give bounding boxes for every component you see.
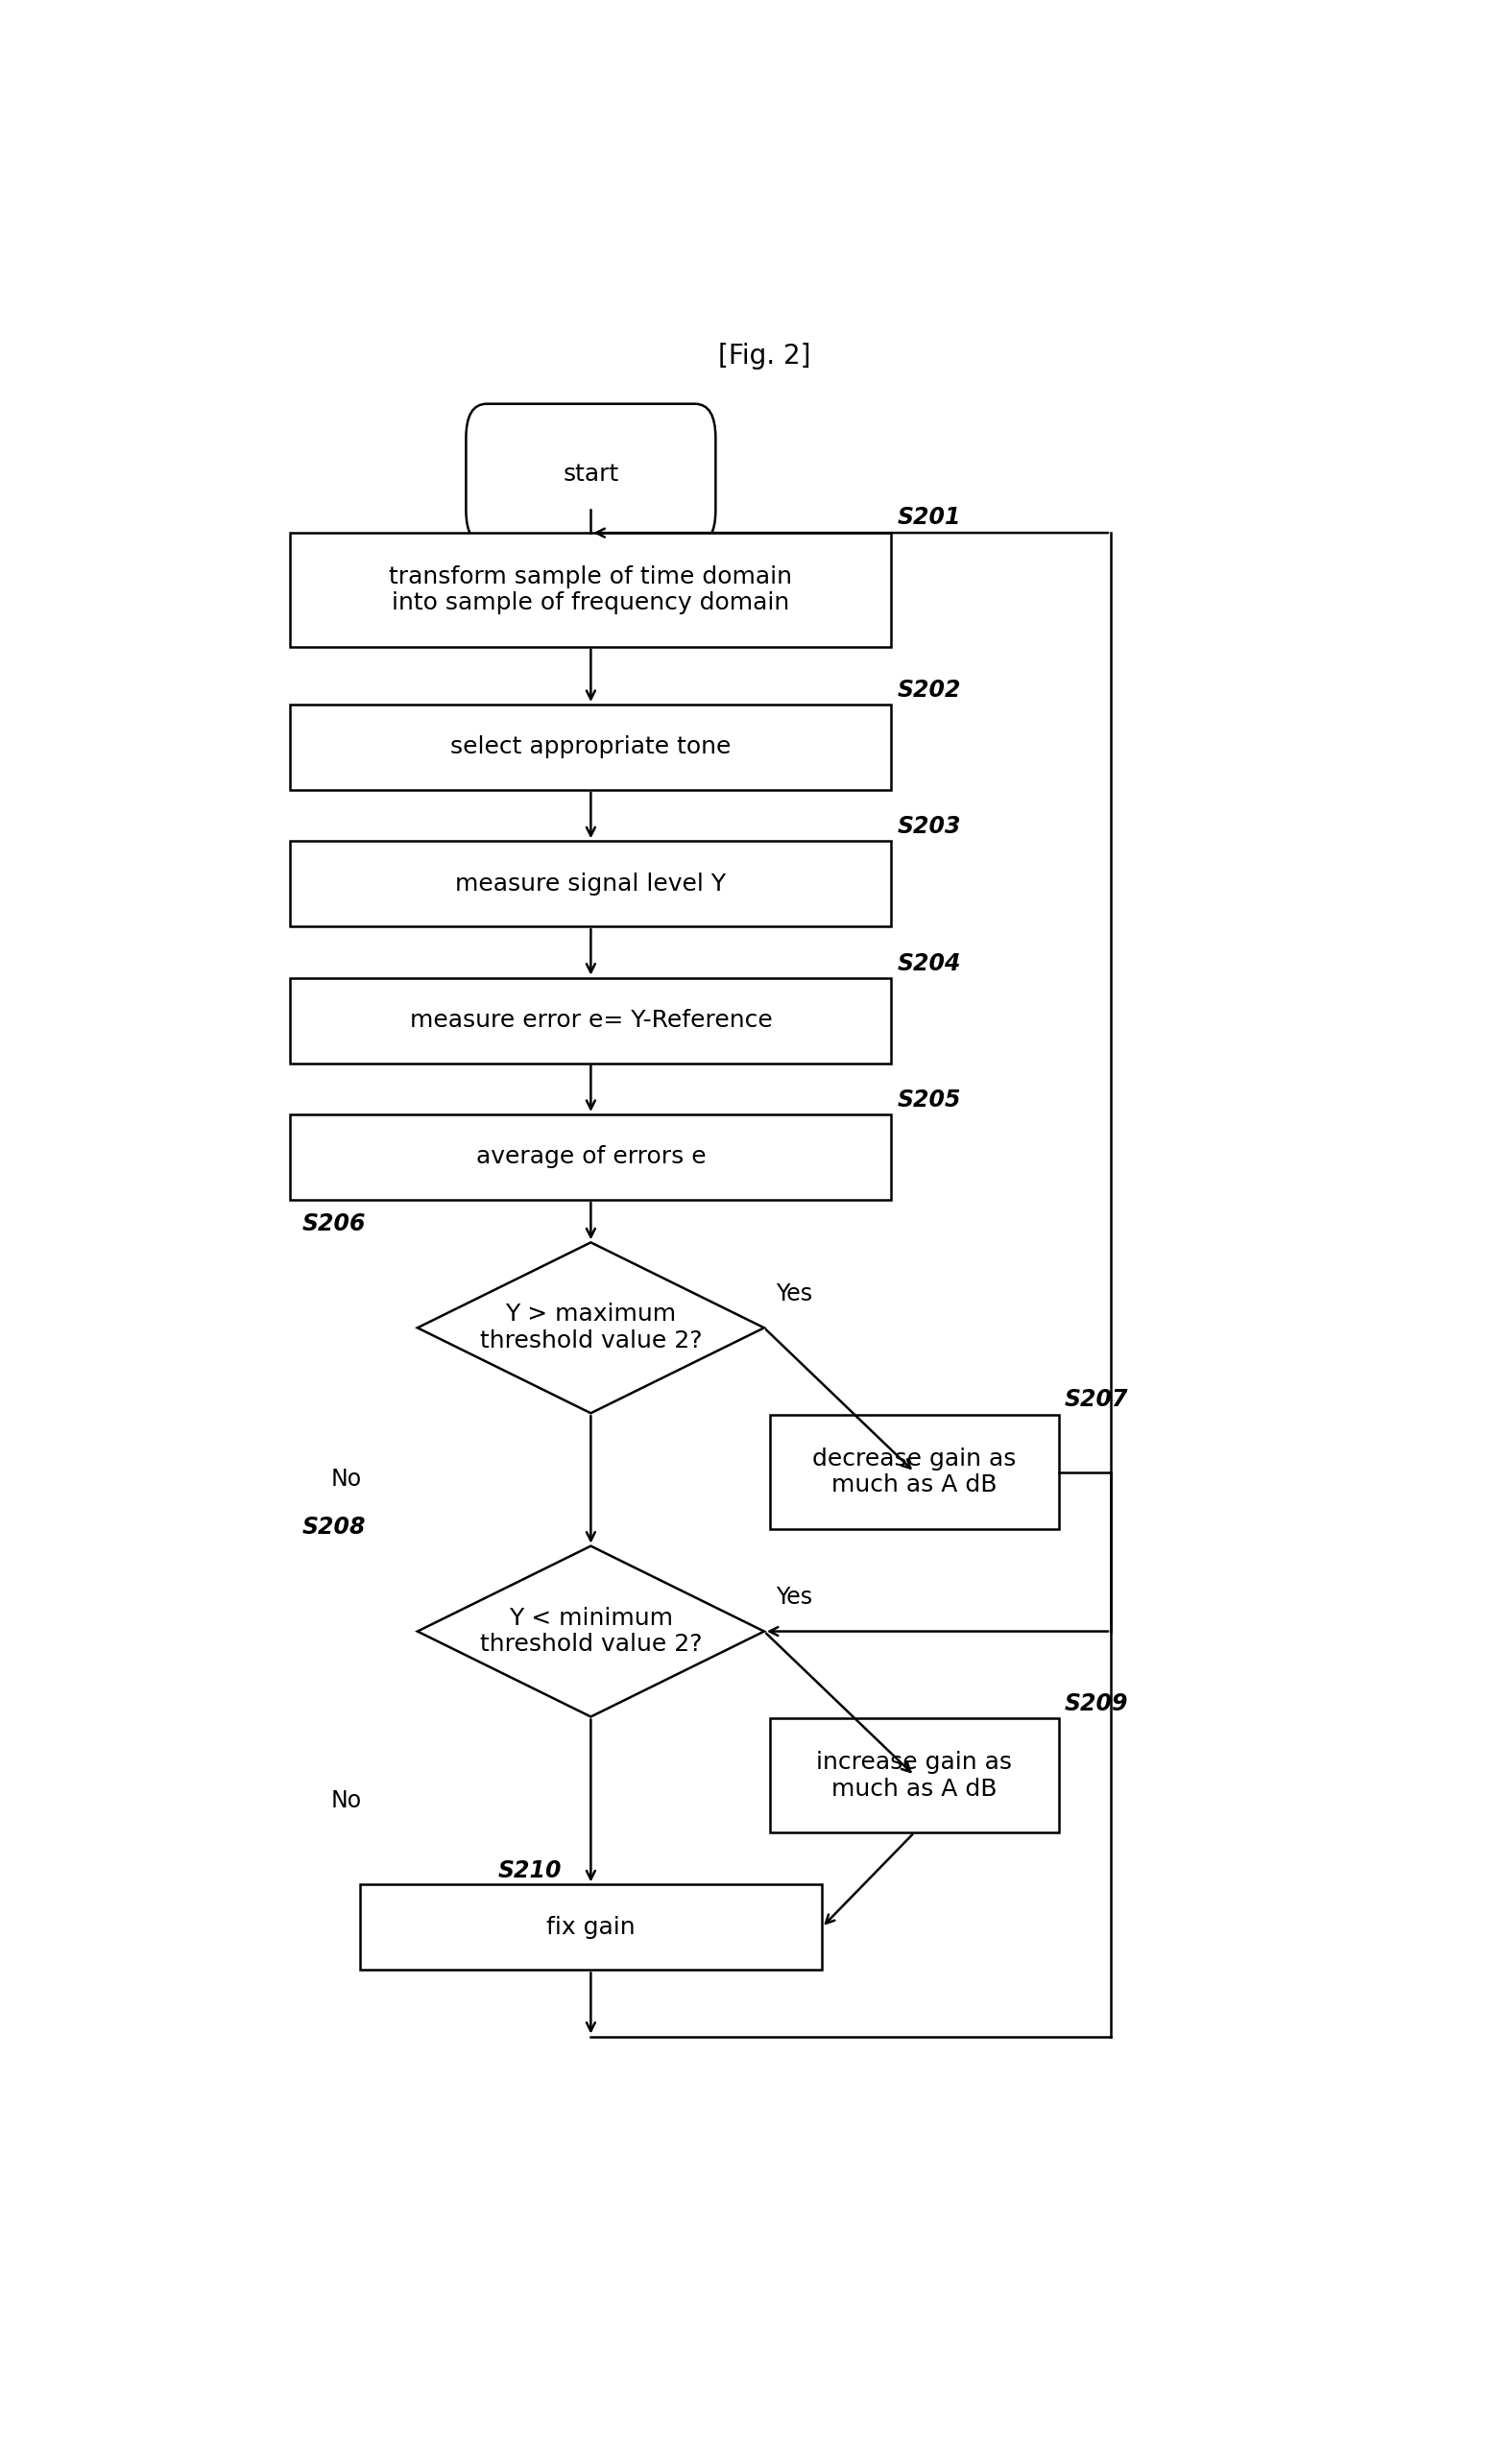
Text: measure error e= Y-Reference: measure error e= Y-Reference bbox=[410, 1008, 772, 1032]
Text: S209: S209 bbox=[1065, 1693, 1129, 1715]
Text: S201: S201 bbox=[898, 505, 960, 530]
Text: S202: S202 bbox=[898, 678, 960, 702]
Polygon shape bbox=[417, 1545, 763, 1717]
Bar bbox=[291, 978, 892, 1062]
Text: S210: S210 bbox=[498, 1858, 562, 1882]
Bar bbox=[291, 532, 892, 646]
Bar bbox=[291, 840, 892, 926]
Polygon shape bbox=[417, 1242, 763, 1414]
Text: S206: S206 bbox=[301, 1212, 365, 1234]
Text: select appropriate tone: select appropriate tone bbox=[450, 737, 731, 759]
FancyBboxPatch shape bbox=[467, 404, 716, 545]
Bar bbox=[291, 705, 892, 791]
Text: Yes: Yes bbox=[775, 1281, 813, 1306]
Text: Y > maximum
threshold value 2?: Y > maximum threshold value 2? bbox=[480, 1303, 702, 1353]
Text: Y < minimum
threshold value 2?: Y < minimum threshold value 2? bbox=[480, 1607, 702, 1656]
Text: No: No bbox=[331, 1789, 362, 1811]
Text: S208: S208 bbox=[301, 1515, 365, 1538]
Text: start: start bbox=[562, 463, 619, 485]
Text: Yes: Yes bbox=[775, 1587, 813, 1609]
Text: S204: S204 bbox=[898, 951, 960, 976]
Text: fix gain: fix gain bbox=[546, 1917, 635, 1939]
Text: [Fig. 2]: [Fig. 2] bbox=[717, 342, 811, 370]
Bar bbox=[769, 1414, 1059, 1528]
Text: transform sample of time domain
into sample of frequency domain: transform sample of time domain into sam… bbox=[389, 564, 792, 614]
Text: S205: S205 bbox=[898, 1089, 960, 1111]
Text: measure signal level Y: measure signal level Y bbox=[455, 872, 726, 894]
Text: S203: S203 bbox=[898, 816, 960, 838]
Text: average of errors e: average of errors e bbox=[476, 1146, 705, 1168]
Bar bbox=[291, 1114, 892, 1200]
Bar bbox=[769, 1720, 1059, 1833]
Text: S207: S207 bbox=[1065, 1387, 1129, 1412]
Text: decrease gain as
much as A dB: decrease gain as much as A dB bbox=[813, 1446, 1017, 1496]
Text: No: No bbox=[331, 1469, 362, 1491]
Bar bbox=[359, 1885, 822, 1971]
Text: increase gain as
much as A dB: increase gain as much as A dB bbox=[817, 1752, 1012, 1801]
